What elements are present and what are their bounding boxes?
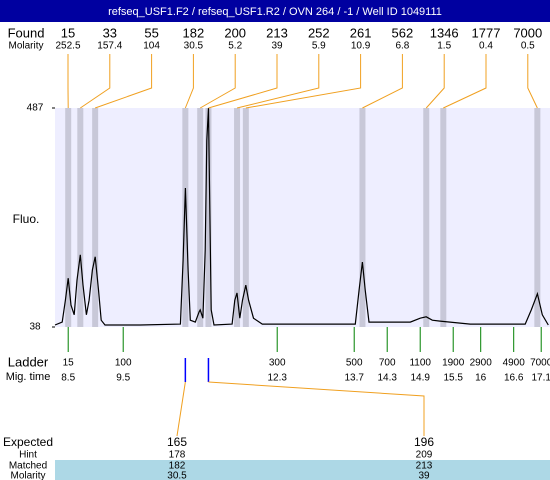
found-size: 200 xyxy=(224,25,246,40)
expected-size: 196 xyxy=(414,435,434,449)
y-label: Fluo. xyxy=(13,212,40,226)
ladder-size: 500 xyxy=(346,358,363,369)
expected-molarity: 39 xyxy=(418,471,430,480)
peak-band xyxy=(77,108,84,327)
ladder-time: 15.5 xyxy=(443,373,463,384)
leader-line xyxy=(425,54,445,109)
found-molarity: 5.2 xyxy=(228,41,242,52)
ladder-size: 1900 xyxy=(442,358,465,369)
leader-line xyxy=(94,54,153,109)
leader-line xyxy=(199,54,236,109)
found-size: 1346 xyxy=(430,25,459,40)
leader-line xyxy=(208,54,278,109)
ladder-size: 700 xyxy=(379,358,396,369)
peak-band xyxy=(197,108,204,327)
found-sublabel: Molarity xyxy=(8,41,43,52)
ladder-size: 7000 xyxy=(530,358,550,369)
leader-line xyxy=(443,54,487,109)
leader-line xyxy=(184,54,194,109)
found-molarity: 0.5 xyxy=(521,41,535,52)
plot-area xyxy=(55,108,550,327)
ladder-time: 14.3 xyxy=(377,373,397,384)
ladder-size: 2900 xyxy=(470,358,493,369)
found-molarity: 0.4 xyxy=(479,41,493,52)
expected-matched: 213 xyxy=(416,461,433,472)
ladder-label: Ladder xyxy=(8,354,49,369)
molarity-label: Molarity xyxy=(10,471,45,480)
hint-label: Hint xyxy=(19,450,37,461)
peak-band xyxy=(440,108,447,327)
leader-line xyxy=(245,54,362,109)
expected-label: Expected xyxy=(3,435,53,449)
found-size: 261 xyxy=(350,25,372,40)
found-size: 252 xyxy=(308,25,330,40)
leader-line xyxy=(80,54,111,109)
ladder-time: 16.6 xyxy=(504,373,524,384)
ladder-size: 4900 xyxy=(503,358,526,369)
found-molarity: 30.5 xyxy=(184,41,204,52)
found-size: 33 xyxy=(103,25,117,40)
ladder-size: 1100 xyxy=(409,358,431,369)
peak-band xyxy=(242,108,249,327)
match-line xyxy=(208,381,425,436)
found-molarity: 157.4 xyxy=(97,41,122,52)
peak-band xyxy=(92,108,99,327)
expected-size: 165 xyxy=(167,435,187,449)
found-molarity: 10.9 xyxy=(351,41,371,52)
ladder-time: 16 xyxy=(475,373,487,384)
found-size: 562 xyxy=(392,25,414,40)
found-molarity: 5.9 xyxy=(312,41,326,52)
ladder-time: 14.9 xyxy=(410,373,430,384)
found-label: Found xyxy=(8,25,45,40)
leader-line xyxy=(362,54,403,109)
peak-band xyxy=(205,108,212,327)
peak-band xyxy=(423,108,430,327)
peak-band xyxy=(182,108,189,327)
found-molarity: 6.8 xyxy=(395,41,409,52)
found-molarity: 39 xyxy=(271,41,283,52)
found-molarity: 104 xyxy=(143,41,160,52)
peak-band xyxy=(359,108,366,327)
found-molarity: 252.5 xyxy=(55,41,80,52)
ladder-time: 9.5 xyxy=(116,373,130,384)
ladder-time: 8.5 xyxy=(61,373,75,384)
leader-line xyxy=(527,54,538,109)
peak-band xyxy=(534,108,541,327)
found-size: 182 xyxy=(183,25,205,40)
peak-band xyxy=(234,108,241,327)
found-size: 213 xyxy=(266,25,288,40)
y-tick-label: 38 xyxy=(29,322,41,333)
found-size: 1777 xyxy=(472,25,501,40)
ladder-size: 15 xyxy=(63,358,75,369)
ladder-time: 12.3 xyxy=(267,373,287,384)
found-size: 7000 xyxy=(513,25,542,40)
expected-matched: 182 xyxy=(169,461,186,472)
found-molarity: 1.5 xyxy=(437,41,451,52)
leader-line xyxy=(236,54,320,109)
ladder-size: 300 xyxy=(269,358,286,369)
matched-row-bg xyxy=(55,460,550,480)
match-line xyxy=(176,381,186,437)
expected-hint: 178 xyxy=(169,450,186,461)
title-bar xyxy=(0,0,550,22)
y-tick-label: 487 xyxy=(27,103,44,114)
found-size: 55 xyxy=(144,25,158,40)
expected-hint: 209 xyxy=(416,450,433,461)
title: refseq_USF1.F2 / refseq_USF1.R2 / OVN 26… xyxy=(108,6,442,18)
ladder-sublabel: Mig. time xyxy=(6,371,51,383)
ladder-time: 17.1 xyxy=(531,373,550,384)
ladder-size: 100 xyxy=(115,358,132,369)
expected-molarity: 30.5 xyxy=(167,471,187,480)
ladder-time: 13.7 xyxy=(344,373,364,384)
peak-band xyxy=(65,108,72,327)
found-size: 15 xyxy=(61,25,75,40)
matched-label: Matched xyxy=(9,461,47,472)
